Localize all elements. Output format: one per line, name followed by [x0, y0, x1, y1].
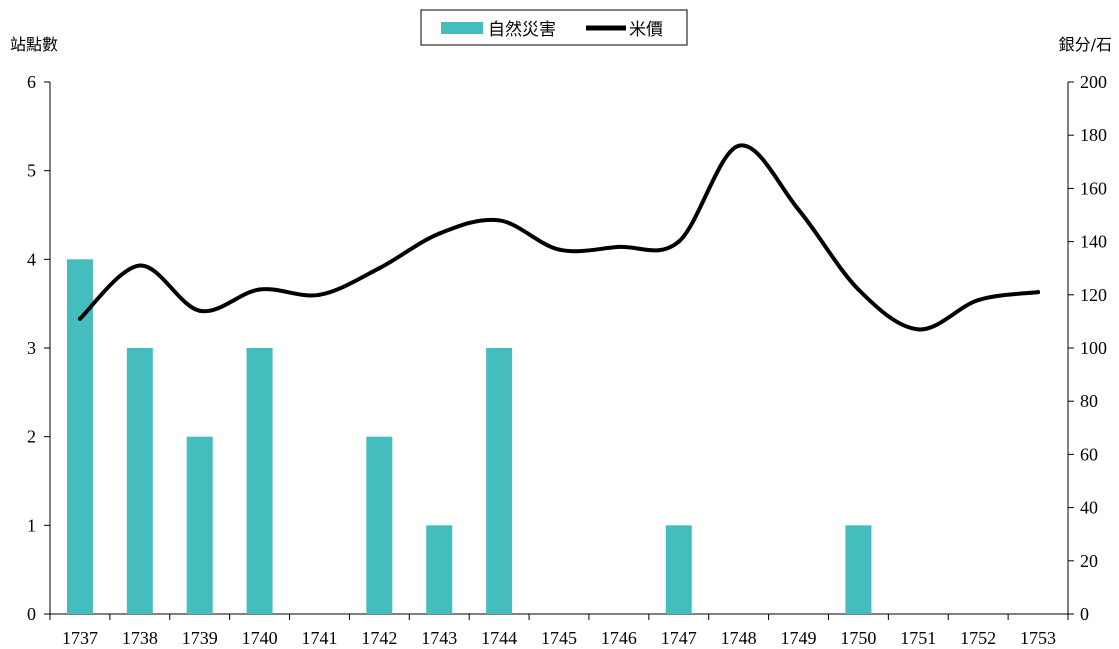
bar-1744 — [486, 348, 513, 614]
line-point-1745 — [557, 247, 561, 252]
y-right-tick-label: 120 — [1080, 285, 1107, 305]
bar-series — [66, 259, 872, 614]
y-right-tick-label: 80 — [1080, 391, 1098, 411]
x-tick-label: 1740 — [242, 628, 278, 648]
y-left-tick-label: 4 — [27, 249, 36, 269]
y-right-tick-label: 140 — [1080, 232, 1107, 252]
line-point-1742 — [377, 266, 382, 271]
x-tick-label: 1748 — [721, 628, 757, 648]
x-tick-label: 1742 — [361, 628, 397, 648]
y-left-tick-label: 6 — [27, 72, 36, 92]
line-point-1739 — [197, 308, 202, 313]
legend-bar-label: 自然災害 — [488, 20, 556, 40]
x-tick-label: 1746 — [601, 628, 637, 648]
bar-1739 — [186, 436, 213, 614]
line-point-1740 — [257, 287, 262, 292]
bar-1747 — [665, 525, 692, 614]
x-tick-label: 1739 — [182, 628, 218, 648]
y-right-tick-label: 60 — [1080, 444, 1098, 464]
legend-line-label: 米價 — [629, 20, 663, 40]
y-left-tick-label: 0 — [27, 604, 36, 624]
y-left-axis-title: 站點數 — [10, 35, 58, 54]
line-point-1751 — [916, 327, 921, 332]
x-tick-label: 1744 — [481, 628, 517, 648]
x-tick-label: 1751 — [900, 628, 936, 648]
x-tick-label: 1749 — [781, 628, 817, 648]
bar-1742 — [366, 436, 393, 614]
x-ticks: 1737 1738 1739 1740 1741 1742 1743 1744 1745 1746… — [49, 614, 1069, 648]
x-tick-label: 1737 — [62, 628, 98, 648]
y-right-tick-label: 0 — [1080, 604, 1089, 624]
line-point-1747 — [676, 239, 681, 244]
line-point-1741 — [317, 292, 322, 297]
line-point-1748 — [736, 143, 741, 148]
y-right-tick-label: 100 — [1080, 338, 1107, 358]
y-right-tick-label: 180 — [1080, 125, 1107, 145]
x-tick-label: 1752 — [960, 628, 996, 648]
y-right-tick-label: 20 — [1080, 551, 1098, 571]
legend: 自然災害 米價 — [420, 9, 688, 46]
y-left-tick-label: 3 — [27, 338, 36, 358]
line-point-1744 — [497, 218, 502, 223]
y-left-tick-label: 5 — [27, 161, 36, 181]
x-tick-label: 1750 — [840, 628, 876, 648]
x-tick-label: 1753 — [1020, 628, 1056, 648]
rice-price-line — [77, 143, 1041, 332]
bar-1737 — [66, 259, 93, 614]
bar-1750 — [845, 525, 872, 614]
line-series — [77, 143, 1041, 332]
y-right-axis-title: 銀分/石 — [1059, 35, 1112, 54]
legend-bar-swatch — [441, 22, 483, 34]
line-point-1753 — [1036, 290, 1041, 295]
y-left-ticks: 0 1 2 3 4 5 6 — [27, 72, 50, 624]
x-tick-label: 1743 — [421, 628, 457, 648]
x-tick-label: 1745 — [541, 628, 577, 648]
line-point-1750 — [856, 287, 861, 292]
line-point-1738 — [137, 263, 142, 268]
x-tick-label: 1747 — [661, 628, 697, 648]
line-point-1749 — [796, 207, 801, 212]
bar-1740 — [246, 348, 273, 614]
line-point-1746 — [616, 244, 621, 249]
bar-1738 — [126, 348, 153, 614]
y-left-tick-label: 1 — [27, 515, 36, 535]
bar-1743 — [426, 525, 453, 614]
y-right-tick-label: 200 — [1080, 72, 1107, 92]
x-tick-label: 1738 — [122, 628, 158, 648]
x-tick-label: 1741 — [301, 628, 337, 648]
line-point-1752 — [976, 298, 981, 303]
line-point-1743 — [437, 231, 442, 236]
line-point-1737 — [77, 316, 82, 321]
y-left-tick-label: 2 — [27, 427, 36, 447]
y-right-tick-label: 160 — [1080, 178, 1107, 198]
y-right-ticks: 0 20 40 60 80 100 120 140 160 180 200 — [1068, 72, 1107, 624]
y-right-tick-label: 40 — [1080, 498, 1098, 518]
